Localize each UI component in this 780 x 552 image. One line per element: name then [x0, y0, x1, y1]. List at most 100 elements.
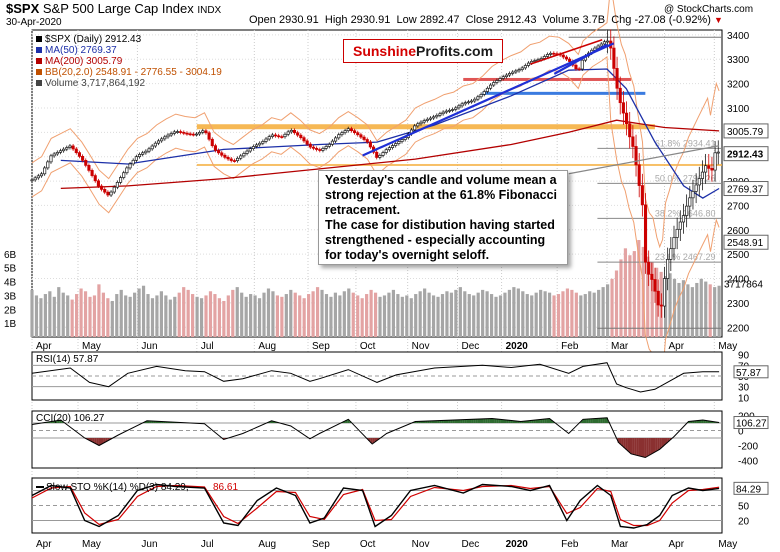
sto-value-box [733, 481, 769, 495]
candle-body [710, 168, 714, 171]
candle-body [201, 130, 205, 133]
price-legend: $SPX (Daily) 2912.43 [45, 34, 142, 45]
candle-body [261, 141, 265, 144]
volume-bar [159, 291, 163, 337]
volume-bar [266, 288, 271, 337]
volume-bar [199, 298, 204, 337]
volume-value: 3.7B [582, 14, 606, 26]
main-x-tick-label: Nov [412, 341, 430, 352]
candle-body [188, 133, 192, 136]
candle-body [694, 184, 698, 192]
price-axis-box [723, 181, 769, 197]
bottom-x-tick-label: Nov [412, 539, 430, 550]
price-axis-box [723, 146, 769, 162]
volume-bar [619, 259, 623, 337]
candle-body [251, 146, 255, 149]
candle-body [495, 80, 499, 83]
legend-swatch [36, 58, 42, 64]
volume-bar [235, 287, 239, 337]
volume-bar [713, 287, 717, 337]
volume-bar [320, 289, 324, 337]
copyright: @ StockCharts.com [664, 4, 754, 15]
volume-bar [34, 295, 39, 337]
candle-body [463, 102, 467, 105]
candle-body [299, 134, 303, 139]
sto-label: Slow STO %K(14) %D(3) 84.29, [46, 482, 189, 493]
rsi-value-box [733, 365, 769, 379]
volume-bar [623, 248, 628, 337]
annotation-callout: Yesterday's candle and volume mean a str… [318, 170, 568, 265]
candle-body [507, 73, 512, 76]
candle-body [93, 175, 97, 182]
volume-bar [57, 287, 61, 337]
main-x-tick-label: Apr [36, 341, 52, 352]
candle-body [115, 182, 119, 188]
volume-bar [507, 289, 512, 337]
volume-bar [391, 289, 396, 337]
candle-body [624, 112, 629, 125]
candle-body [305, 140, 309, 145]
volume-bar [427, 292, 431, 337]
down-arrow-icon: ▼ [713, 15, 723, 25]
volume-bar [75, 294, 79, 337]
volume-bar [280, 296, 284, 337]
candle-body [273, 134, 278, 137]
volume-bar [177, 292, 181, 337]
volume-bar [597, 289, 601, 337]
bottom-x-tick-label: Apr [36, 539, 52, 550]
bottom-x-tick-label: 2020 [506, 539, 529, 550]
volume-bar [146, 294, 150, 337]
volume-bar [708, 284, 712, 337]
rsi-value: 57.87 [736, 368, 761, 379]
sunshine-profits-logo: SunshineProfits.com [343, 39, 503, 63]
index-name: S&P 500 Large Cap Index [42, 1, 194, 16]
candle-body [147, 148, 151, 152]
candle-body [650, 273, 654, 280]
price-axis-value: 2769.37 [727, 185, 764, 196]
candle-body [39, 173, 44, 177]
rising-line-gray [568, 145, 720, 175]
candle-body [62, 148, 66, 152]
volume-bar [534, 292, 538, 337]
volume-bar [213, 294, 217, 337]
candle-body [204, 130, 208, 134]
legend-swatch [36, 69, 42, 75]
price-axis-box [723, 123, 769, 139]
candle-body [378, 155, 382, 158]
volume-bar [79, 288, 83, 337]
volume-bar [463, 291, 467, 337]
bottom-x-tick-label: May [82, 539, 101, 550]
volume-bar [342, 291, 346, 337]
candle-body [628, 123, 632, 138]
volume-bar [262, 292, 266, 337]
volume-bar [400, 296, 404, 337]
candle-body [296, 132, 300, 136]
candle-body [441, 111, 445, 115]
candle-body [103, 189, 107, 193]
fib-label: 50.0% 2790.26 [655, 173, 716, 183]
candle-body [599, 43, 603, 47]
volume-bar [61, 292, 65, 337]
volume-bar [231, 289, 235, 337]
volume-bar [182, 287, 186, 337]
candle-body [457, 105, 461, 109]
volume-bar [690, 287, 694, 337]
volume-bar [97, 284, 101, 337]
volume-bar [681, 280, 686, 337]
sto-value: 84.29 [736, 484, 761, 495]
candle-body [359, 134, 363, 138]
bollinger-upper [31, 0, 720, 249]
candle-body [520, 67, 524, 70]
main-x-tick-label: May [82, 341, 101, 352]
candle-body [324, 146, 328, 149]
volume-bar [88, 296, 92, 337]
price-axis-box [723, 234, 769, 250]
volume-bar [405, 295, 409, 337]
volume-bar [588, 291, 592, 337]
main-x-tick-label: Dec [462, 341, 480, 352]
close-value: 2912.43 [496, 14, 537, 26]
volume-bar [601, 287, 605, 337]
volume-bar [106, 298, 110, 337]
candle-body [561, 54, 565, 58]
